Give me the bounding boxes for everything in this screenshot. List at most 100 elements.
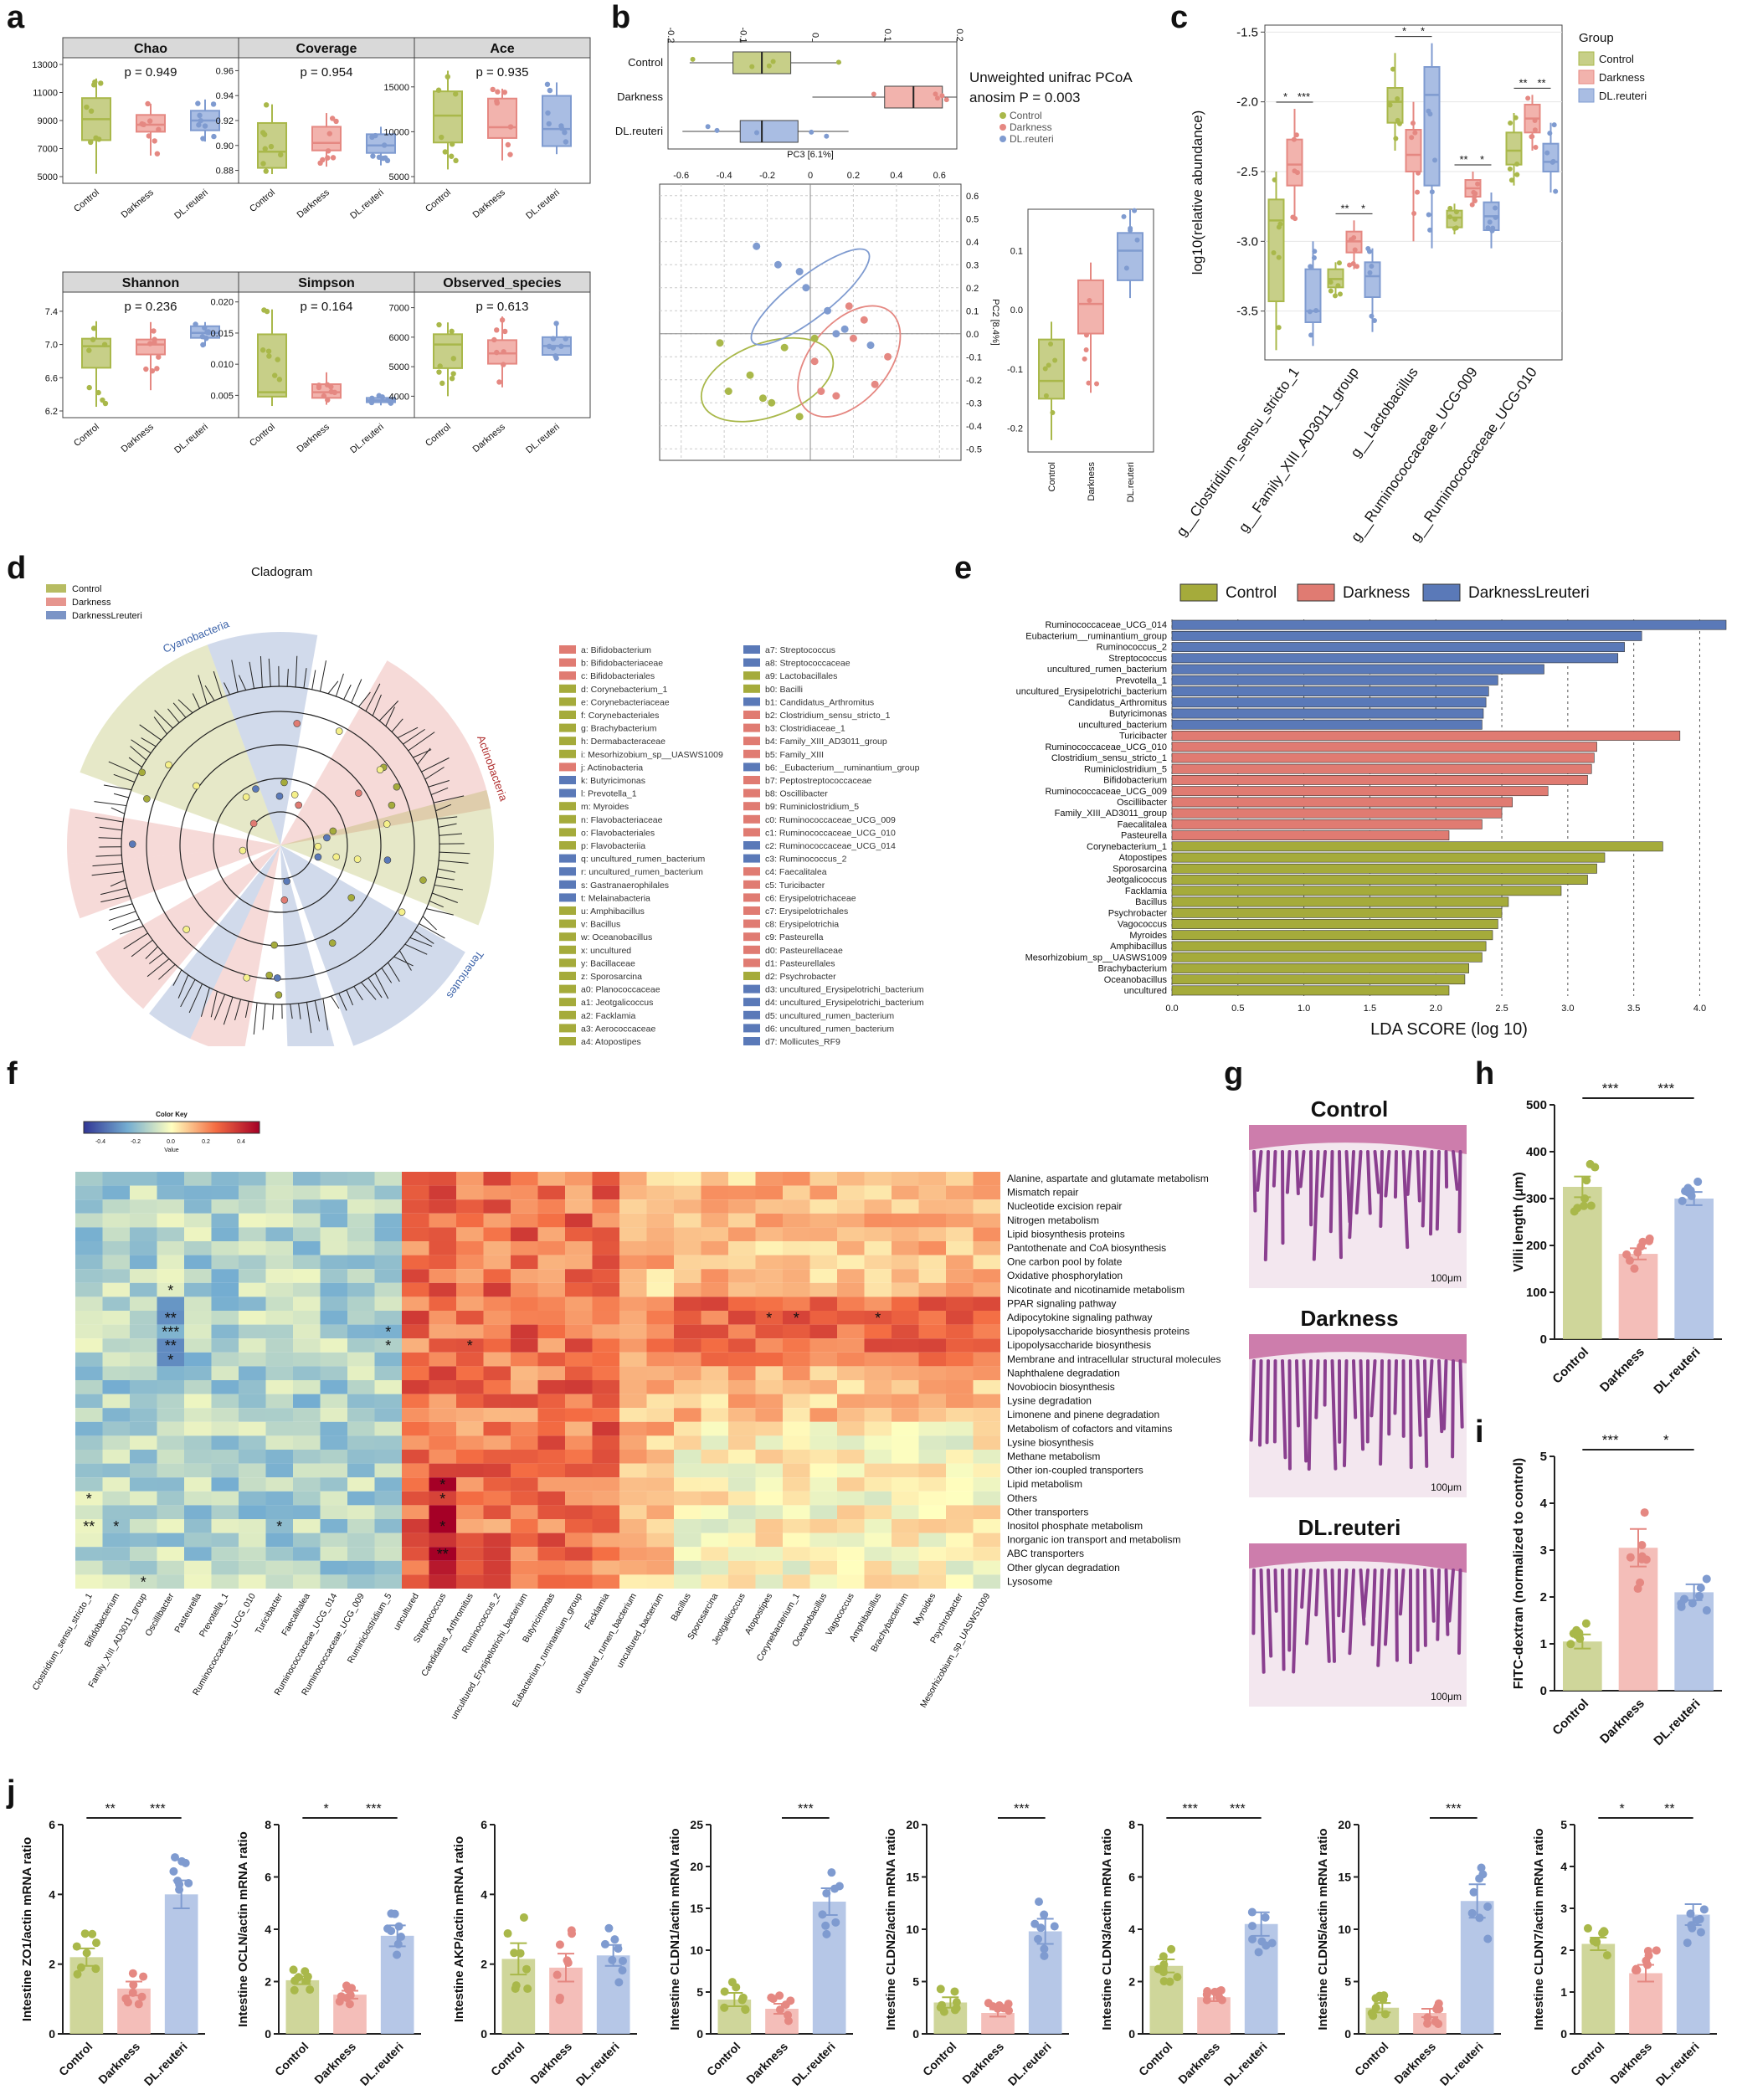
mrna-1-x-label: DL.reuteri [357,2040,406,2088]
heatmap-cell [619,1380,647,1394]
mrna-2-point [618,1966,627,1975]
lda-bar-label: Ruminococcaceae_UCG_014 [1045,620,1167,630]
fitc-x-label: DL.reuteri [1651,1697,1703,1748]
heatmap-cell [918,1547,946,1561]
clade-sector [280,845,465,1046]
cladogram-branch [260,655,263,688]
cladogram-branch [108,911,136,922]
taxon-point [1547,131,1553,136]
heatmap-cell [265,1421,293,1436]
heatmap-col-label: Pasteurella [172,1591,203,1635]
villus [1401,1150,1410,1250]
heatmap-cell [946,1463,974,1478]
facet-tick-label: 7000 [389,304,409,314]
heatmap-star: * [385,1338,391,1354]
heatmap-cell [239,1311,266,1325]
heatmap-cell [701,1560,728,1575]
cladogram-branch [439,851,470,855]
heatmap-cell [565,1560,593,1575]
heatmap-cell [456,1491,484,1506]
cladogram-branch [404,943,428,955]
heatmap-cell [783,1421,810,1436]
mrna-1-point [397,1932,406,1941]
heatmap-cell [837,1338,865,1353]
heatmap-cell [157,1491,184,1506]
heatmap-cell [565,1241,593,1255]
heatmap-cell [157,1352,184,1367]
facet-tick-label: 0.90 [216,141,234,151]
mrna-7-x-label: Darkness [1607,2040,1654,2087]
lda-bar [1171,664,1544,675]
scatter-xtick: 0.2 [847,171,860,181]
heatmap-row-label: Lipid biosynthesis proteins [1007,1228,1125,1240]
heatmap-cell [537,1213,565,1228]
cladogram-branch [92,863,123,867]
villi-point [1630,1264,1639,1273]
heatmap-cell [809,1380,837,1394]
facet-point [154,151,161,157]
heatmap-cell [157,1533,184,1548]
clade-key-swatch [559,788,576,798]
mrna-2-point [522,1964,531,1974]
cladogram-legend-swatch [46,598,66,606]
color-key-title: Color Key [156,1111,188,1118]
heatmap-cell [946,1533,974,1548]
heatmap-cell [211,1255,239,1270]
mrna-6-y-tick-label: 10 [1338,1923,1351,1936]
clade-node [243,973,250,982]
heatmap-cell [892,1255,919,1270]
mrna-6-sig-star: *** [1446,1802,1462,1816]
facet-point [90,326,97,331]
mrna-7-point [1683,1938,1692,1948]
heatmap-cell [157,1477,184,1492]
scatter-point [780,343,789,352]
mrna-0-point [123,1998,132,2007]
facet-point [547,87,553,94]
heatmap-cell [102,1269,130,1283]
legend-swatch [1578,51,1595,66]
heatmap-cell [374,1269,402,1283]
cladogram-legend-swatch [46,611,66,619]
cladogram-branch [167,708,180,723]
heatmap-cell [511,1477,538,1492]
heatmap-cell [239,1380,266,1394]
heatmap-cell [483,1394,511,1409]
heatmap-row-label: Others [1007,1492,1037,1504]
heatmap-col-label: uncultured [392,1591,421,1632]
lda-bar [1171,974,1466,985]
facet-tick-label: 0.010 [210,360,234,370]
heatmap-cell [402,1574,429,1589]
top-point [770,59,776,64]
villus [1258,1359,1263,1447]
heatmap-cell [892,1338,919,1353]
villus [1330,1569,1336,1663]
mrna-2-point [610,1935,619,1944]
mrna-3-point [720,1987,729,1996]
heatmap-cell [701,1255,728,1270]
clade-key-swatch [559,880,576,889]
lda-bar [1171,774,1588,785]
clade-node [280,896,289,904]
legend-dot [1000,124,1006,131]
heatmap-col-label: Atopostipes [743,1592,775,1637]
heatmap-cell [619,1560,647,1575]
facet-point [202,325,208,331]
heatmap-cell [402,1269,429,1283]
heatmap-cell [619,1213,647,1228]
lda-legend-swatch [1422,583,1461,602]
mrna-5-point [1159,1977,1169,1986]
heatmap-cell [918,1560,946,1575]
lda-bar [1171,919,1498,929]
heatmap-cell [265,1213,293,1228]
heatmap-cell [783,1519,810,1533]
heatmap-cell [402,1282,429,1297]
facet-strip [414,37,591,59]
taxon-point [1551,122,1557,128]
heatmap-cell [75,1519,103,1533]
heatmap-cell [918,1394,946,1409]
heatmap-cell [511,1213,538,1228]
heatmap-cell [864,1435,892,1450]
heatmap-star: ** [165,1310,177,1327]
heatmap-cell [619,1352,647,1367]
